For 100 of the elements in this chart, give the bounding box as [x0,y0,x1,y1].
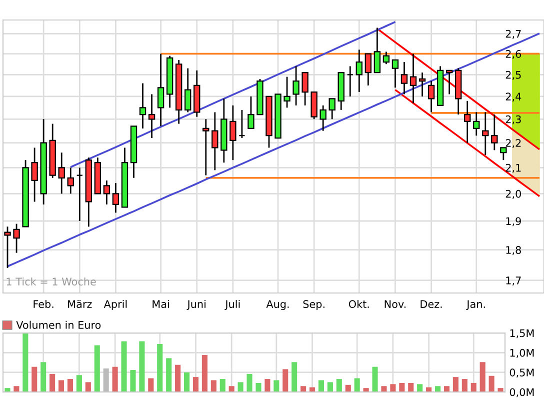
bar [327,382,333,392]
y-tick-label: 2,7 [506,30,521,39]
line-series [376,28,540,150]
candlestick [13,223,20,254]
bar [390,384,396,392]
candlestick [364,53,372,86]
bar [121,341,127,392]
y-tick-label: 1,9 [506,217,521,226]
candlestick [428,80,435,113]
legend-label: Volumen in Euro [16,320,101,329]
y-tick-label: 2,2 [506,139,521,148]
bar [148,378,154,392]
bar [22,333,28,392]
bar [381,386,387,392]
y-tick-label: 1,5M [510,329,534,338]
bar [50,374,56,392]
candlestick [491,114,498,151]
candlestick [464,100,471,144]
bar [444,386,450,392]
bar [58,380,64,392]
bar [480,362,486,392]
bar [103,368,109,392]
bar [220,379,226,392]
bar [408,382,414,392]
candlestick [446,70,453,95]
candlestick [382,51,390,65]
bar [238,382,244,392]
x-tick-label: Aug. [266,300,289,310]
bar [210,380,216,392]
candlestick [400,61,408,95]
x-tick-label: Jan. [466,300,485,310]
candlestick [392,59,399,88]
candlestick [320,104,326,132]
bar [40,362,46,392]
bar [228,386,234,392]
candlestick [328,98,336,120]
candlestick [410,53,417,104]
candlestick [500,147,507,161]
bar [318,380,324,392]
bar [345,384,351,392]
candlestick [184,68,192,113]
candlestick [346,66,354,98]
candlestick [418,72,426,98]
bar [139,341,145,392]
x-tick-label: Dez. [420,300,442,308]
bar [85,382,91,392]
line-series [394,88,540,198]
bar [488,376,494,392]
candlestick [356,48,363,93]
bar [336,379,342,392]
candlestick [248,96,254,130]
bar [175,364,181,392]
bar [264,379,270,392]
candlestick [238,109,246,139]
candlestick [58,152,65,194]
bar [184,372,190,392]
annotation: 1 Tick = 1 Woche [6,277,96,286]
candlestick [202,118,210,176]
x-tick-label: Juni [186,300,206,310]
candlestick [230,104,236,161]
candlestick [148,94,156,139]
x-tick-label: April [104,300,127,310]
y-tick-label: 0,0M [510,388,534,398]
bar [130,370,136,392]
bar [462,379,468,392]
bar [256,382,262,392]
y-tick-label: 2,6 [506,50,522,59]
candlestick [4,226,11,269]
candlestick [31,147,38,202]
candlestick [374,27,381,74]
y-tick-label: 1,0M [510,348,534,358]
x-tick-label: Nov. [384,300,406,308]
bar [300,386,306,392]
candlestick [76,166,83,222]
bar [67,379,74,392]
candlestick [292,66,300,106]
candlestick [212,112,218,171]
bar [202,355,208,392]
x-tick-label: Okt. [348,300,369,308]
x-tick-label: Feb. [34,300,54,308]
candlestick [139,82,146,130]
bar [192,377,199,392]
bar [470,382,476,392]
bar [434,386,441,392]
candlestick [112,182,120,214]
y-tick-label: 1,8 [506,246,521,255]
x-tick-label: März [68,300,92,308]
bar [452,377,458,392]
candlestick [103,180,110,206]
bar [112,366,118,392]
bar [282,369,288,392]
bar [274,380,280,392]
candlestick [67,166,74,194]
x-tick-label: Mai [152,300,169,308]
bar [372,366,378,392]
y-tick-label: 2,1 [506,164,521,173]
bar [246,374,252,392]
bar [354,378,360,392]
bar [292,362,298,392]
candlestick [482,112,489,156]
